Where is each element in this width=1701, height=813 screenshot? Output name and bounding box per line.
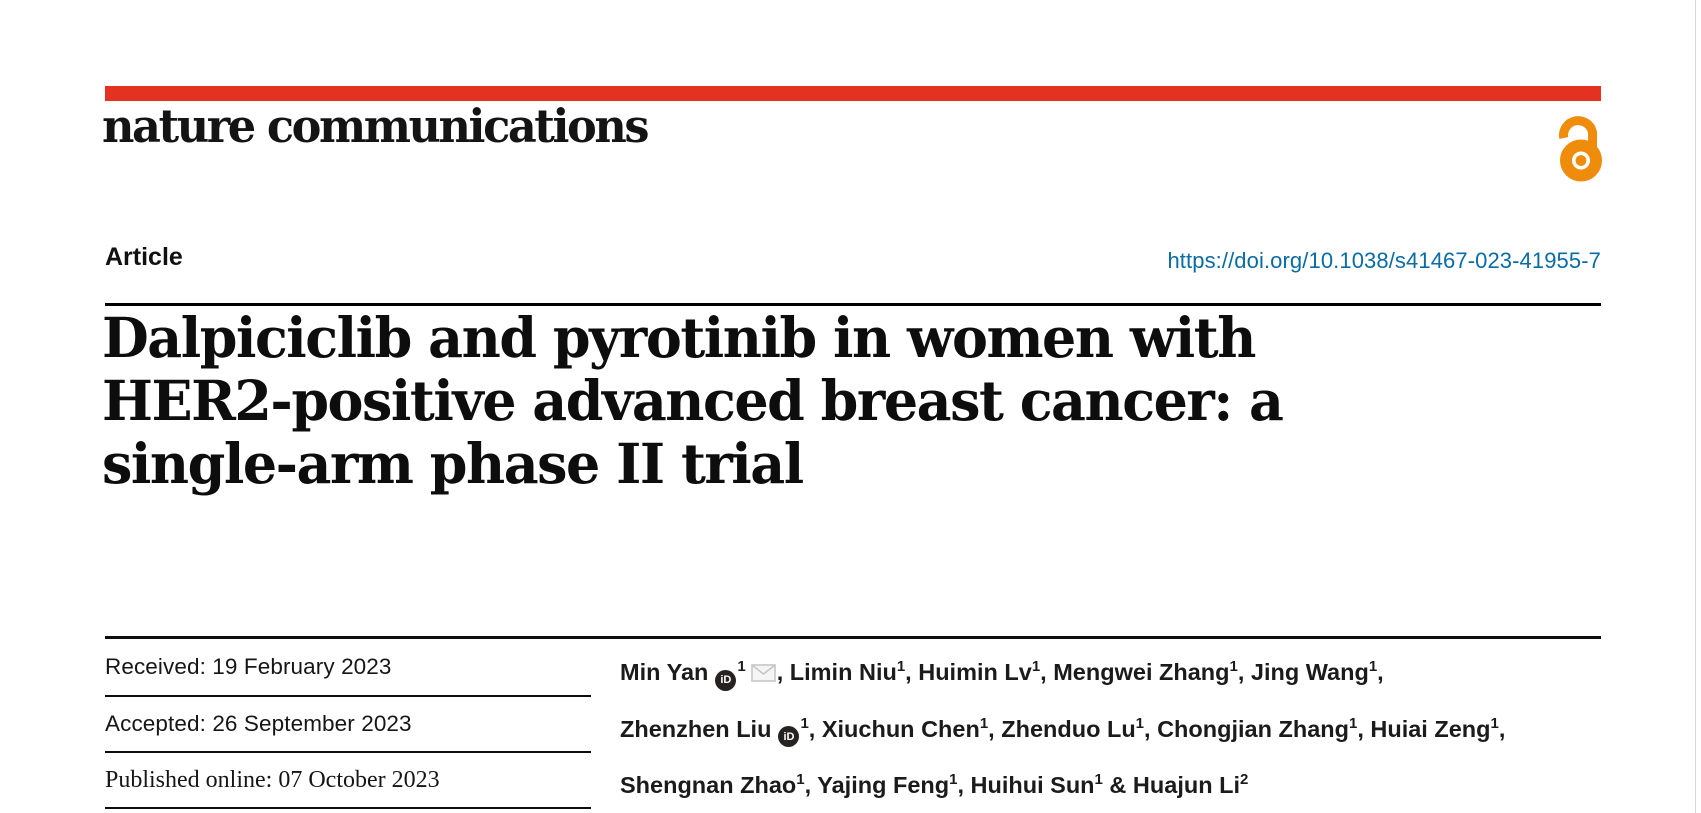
email-icon[interactable]	[750, 648, 776, 701]
author-affiliation-sup: 1	[896, 658, 906, 675]
author-line: Zhenzhen Liu iD1, Xiuchun Chen1, Zhenduo …	[620, 703, 1650, 760]
author: Shengnan Zhao1,	[620, 771, 818, 798]
author-affiliation-sup: 1	[1135, 714, 1145, 732]
orcid-icon[interactable]: iD	[778, 726, 800, 748]
author-affiliation-sup: 1	[737, 658, 746, 675]
author-line: Shengnan Zhao1, Yajing Feng1, Huihui Sun…	[620, 759, 1650, 813]
title-line-3: single-arm phase II trial	[102, 431, 804, 496]
author: Huimin Lv1,	[918, 658, 1054, 685]
author-affiliation-sup: 1	[1031, 658, 1041, 675]
open-access-icon	[1554, 109, 1602, 188]
orcid-icon[interactable]: iD	[715, 669, 737, 691]
dates-column: Received: 19 February 2023 Accepted: 26 S…	[105, 639, 591, 809]
author-affiliation-sup: 1	[949, 771, 958, 788]
author: Huiai Zeng1,	[1370, 714, 1506, 742]
author: Chongjian Zhang1,	[1157, 714, 1371, 742]
title-line-2: HER2-positive advanced breast cancer: a	[102, 368, 1284, 433]
author: Huajun Li2	[1132, 771, 1249, 798]
author-affiliation-sup: 1	[800, 714, 809, 732]
author-affiliation-sup: 1	[1094, 771, 1103, 788]
date-row: Accepted: 26 September 2023	[105, 695, 591, 751]
author: Huihui Sun1 &	[970, 771, 1133, 798]
author-affiliation-sup: 1	[1348, 714, 1358, 732]
date-row: Received: 19 February 2023	[105, 654, 392, 679]
masthead-red-bar	[105, 86, 1601, 101]
metadata-top-rule	[105, 636, 1601, 639]
author: Xiuchun Chen1,	[821, 714, 1002, 742]
author: Min Yan iD1,	[620, 658, 790, 691]
author: Zhenzhen Liu iD1,	[620, 714, 822, 748]
author: Yajing Feng1,	[817, 771, 971, 798]
author-affiliation-sup: 1	[1490, 714, 1499, 732]
article-type-label: Article	[105, 243, 183, 271]
doi-link[interactable]: https://doi.org/10.1038/s41467-023-41955…	[1167, 248, 1601, 273]
page-right-edge	[1695, 0, 1696, 813]
author-line: Min Yan iD1, Limin Niu1, Huimin Lv1, Meng…	[620, 646, 1650, 703]
article-title: Dalpiciclib and pyrotinib in women with …	[102, 305, 1284, 496]
author-affiliation-sup: 1	[1229, 658, 1238, 675]
title-line-1: Dalpiciclib and pyrotinib in women with	[102, 305, 1256, 370]
author-affiliation-sup: 2	[1239, 771, 1249, 788]
author: Jing Wang1,	[1250, 658, 1384, 685]
author-affiliation-sup: 1	[979, 714, 989, 732]
author-affiliation-sup: 1	[796, 771, 805, 788]
author-list: Min Yan iD1, Limin Niu1, Huimin Lv1, Meng…	[620, 646, 1650, 813]
author-affiliation-sup: 1	[1368, 658, 1378, 675]
author: Mengwei Zhang1,	[1053, 658, 1251, 685]
author: Limin Niu1,	[789, 658, 919, 685]
date-row: Published online: 07 October 2023	[105, 751, 591, 807]
nature-communications-logo: nature communications	[102, 99, 649, 153]
header-divider-rule	[105, 303, 1601, 306]
author: Zhenduo Lu1,	[1001, 714, 1158, 742]
